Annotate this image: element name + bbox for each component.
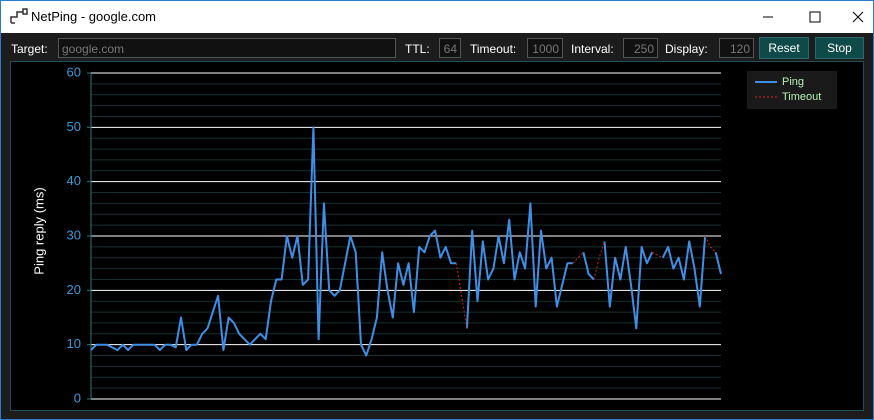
chart: Ping reply (ms) 0 10 20 30 40 50 60 Ping Timeout: [10, 61, 864, 411]
y-tick-label: 50: [67, 119, 81, 134]
app-icon: [10, 8, 28, 24]
y-axis-label: Ping reply (ms): [31, 187, 46, 274]
legend-label: Ping: [782, 76, 804, 88]
display-label: Display:: [665, 42, 708, 56]
reset-button[interactable]: Reset: [759, 37, 809, 59]
y-tick-label: 10: [67, 336, 81, 351]
target-label: Target:: [11, 42, 48, 56]
target-input[interactable]: google.com: [58, 38, 396, 58]
legend-label: Timeout: [782, 91, 821, 103]
stop-button[interactable]: Stop: [815, 37, 864, 59]
timeout-label: Timeout:: [470, 42, 517, 56]
interval-input[interactable]: 250: [623, 38, 658, 58]
legend-box: [747, 71, 837, 109]
y-tick-label: 20: [67, 282, 81, 297]
timeout-input[interactable]: 1000: [527, 38, 563, 58]
ttl-label: TTL:: [405, 42, 430, 56]
interval-label: Interval:: [571, 42, 614, 56]
y-tick-label: 60: [67, 64, 81, 79]
title-bar: NetPing - google.com: [1, 1, 873, 33]
y-tick-label: 0: [74, 390, 81, 405]
window-title: NetPing - google.com: [31, 9, 157, 24]
y-tick-label: 30: [67, 227, 81, 242]
ttl-input[interactable]: 64: [439, 38, 461, 58]
display-input[interactable]: 120: [719, 38, 754, 58]
y-tick-label: 40: [67, 173, 81, 188]
window-controls[interactable]: [743, 1, 873, 33]
series-line: [455, 235, 717, 329]
series-line: [90, 126, 722, 357]
